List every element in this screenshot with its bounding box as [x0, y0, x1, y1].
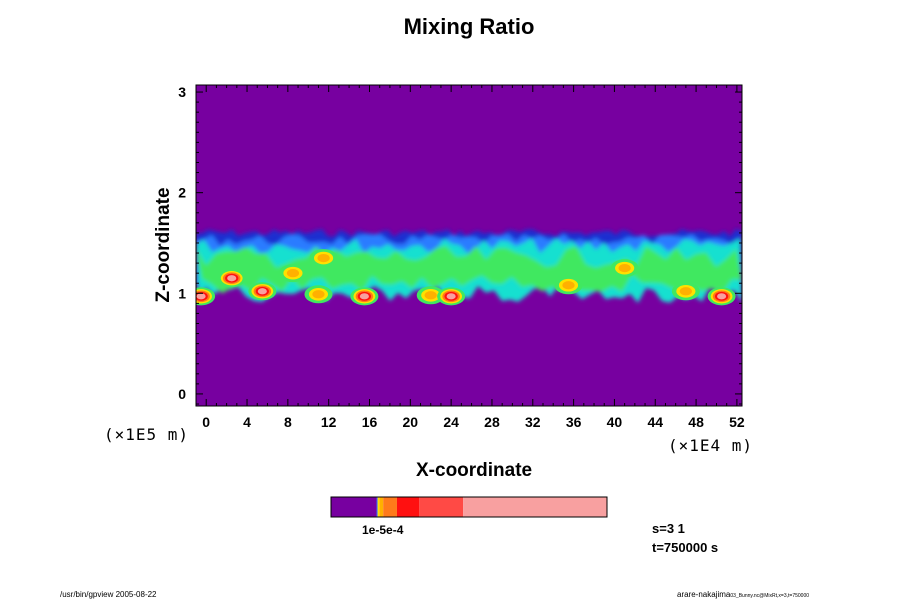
colorbar-segment — [419, 497, 464, 517]
hotspot — [304, 285, 333, 304]
hotspot — [217, 269, 246, 288]
x-tick-label: 16 — [362, 414, 378, 430]
x-tick-label: 40 — [607, 414, 623, 430]
hotspot — [437, 287, 466, 306]
hotspot-core — [679, 287, 692, 296]
x-tick-label: 28 — [484, 414, 500, 430]
x-tick-label: 0 — [202, 414, 210, 430]
footer-left: /usr/bin/gpview 2005-08-22 — [60, 590, 157, 599]
colorbar-segment — [383, 497, 397, 517]
t-value: t=750000 s — [652, 540, 719, 555]
hotspot — [248, 282, 277, 301]
hotspot-core — [312, 290, 325, 299]
colorbar-segment — [377, 497, 380, 517]
hotspot — [671, 282, 700, 301]
chart-title: Mixing Ratio — [403, 14, 535, 39]
x-tick-label: 36 — [566, 414, 582, 430]
hotspot-core — [562, 281, 575, 290]
x-tick-label: 20 — [403, 414, 419, 430]
x-axis-label: X-coordinate — [416, 460, 533, 481]
mixing-band — [196, 228, 742, 303]
hotspot — [707, 287, 736, 306]
hotspot — [278, 264, 307, 283]
y-tick-label: 3 — [178, 84, 186, 100]
hotspot-core — [717, 293, 727, 300]
hotspot — [350, 287, 379, 306]
heatmap-plot — [196, 85, 742, 406]
hotspot-core — [424, 291, 437, 300]
x-tick-label: 4 — [243, 414, 251, 430]
hotspot-core — [618, 264, 631, 273]
hotspot-core — [257, 288, 267, 295]
hotspot-core — [317, 253, 330, 263]
hotspot-core — [227, 275, 237, 282]
colorbar — [330, 496, 608, 518]
y-scale-note: (×1E5 m) — [104, 425, 190, 444]
x-tick-label: 24 — [443, 414, 459, 430]
y-tick-label: 2 — [178, 185, 186, 201]
x-tick-label: 32 — [525, 414, 541, 430]
hotspot — [416, 286, 445, 305]
hotspot — [554, 276, 583, 295]
colorbar-segment — [379, 497, 384, 517]
footer-right-source: 03_Bunny.nc@MixRt,x=3,t=750000 — [730, 593, 810, 599]
hotspot — [309, 249, 338, 268]
y-axis-label: Z-coordinate — [153, 187, 174, 303]
footer-right: arare-nakajima03_Bunny.nc@MixRt,x=3,t=75… — [677, 590, 809, 599]
hotspot-core — [446, 293, 456, 300]
colorbar-tick-label: 1e-5e-4 — [362, 523, 404, 537]
y-tick-label: 0 — [178, 386, 186, 402]
colorbar-segment — [396, 497, 420, 517]
colorbar-segment — [376, 497, 378, 517]
hotspot-core — [286, 269, 300, 278]
x-scale-note: (×1E4 m) — [668, 436, 754, 455]
hotspot — [196, 287, 216, 306]
s-value: s=3 1 — [652, 521, 685, 536]
colorbar-segment — [331, 497, 377, 517]
plot-frame — [195, 84, 743, 407]
x-tick-label: 44 — [647, 414, 663, 430]
x-tick-label: 52 — [729, 414, 745, 430]
hotspot — [610, 259, 639, 278]
x-tick-label: 48 — [688, 414, 704, 430]
footer-right-author: arare-nakajima — [677, 590, 731, 599]
colorbar-frame — [330, 496, 608, 518]
colorbar-segment — [463, 497, 607, 517]
hotspot-core — [196, 293, 206, 300]
hotspot-core — [359, 293, 369, 300]
x-tick-label: 8 — [284, 414, 292, 430]
x-tick-label: 12 — [321, 414, 337, 430]
y-tick-label: 1 — [178, 285, 186, 301]
